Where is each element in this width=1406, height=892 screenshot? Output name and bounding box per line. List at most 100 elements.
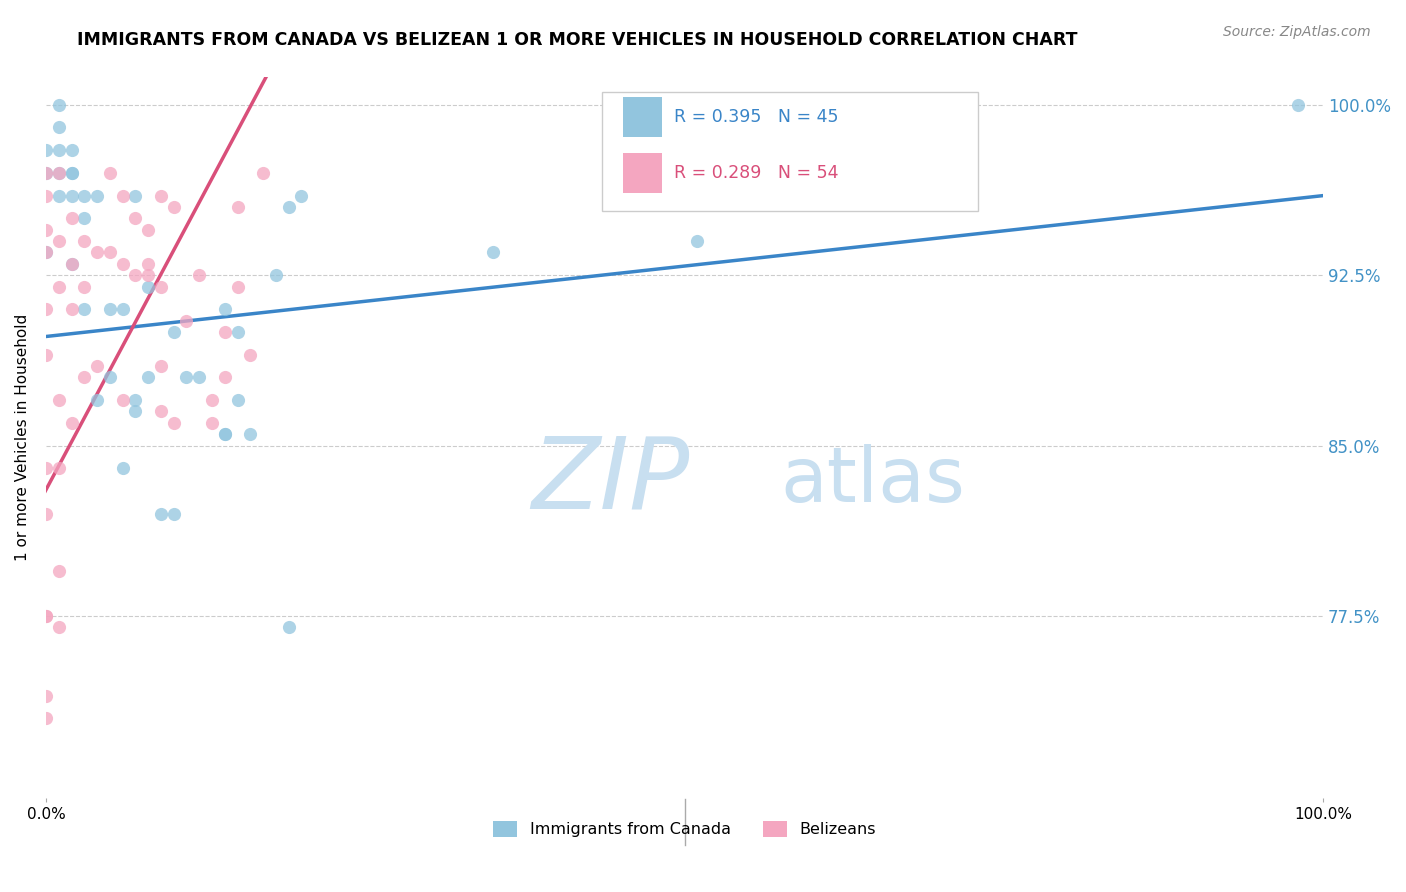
Point [35, 507, 58, 521]
Point [35, 166, 58, 180]
Point [86, 359, 108, 373]
Point [124, 393, 146, 408]
Point [86, 188, 108, 202]
Point [111, 302, 134, 317]
Text: R = 0.395   N = 45: R = 0.395 N = 45 [675, 108, 839, 126]
Point [35, 166, 58, 180]
Point [48, 120, 70, 135]
Point [149, 279, 172, 293]
Point [73, 302, 96, 317]
Point [188, 268, 211, 282]
Point [86, 393, 108, 408]
Point [111, 188, 134, 202]
Point [226, 393, 249, 408]
Point [48, 166, 70, 180]
Point [48, 564, 70, 578]
Bar [623, 153, 662, 193]
Point [48, 166, 70, 180]
Point [163, 507, 186, 521]
Point [136, 370, 159, 384]
Y-axis label: 1 or more Vehicles in Household: 1 or more Vehicles in Household [15, 314, 30, 561]
Point [48, 97, 70, 112]
Point [35, 609, 58, 624]
Point [35, 302, 58, 317]
Text: ZIP: ZIP [531, 433, 689, 529]
Point [176, 370, 198, 384]
Point [149, 404, 172, 418]
Point [35, 223, 58, 237]
Bar [623, 97, 662, 136]
Point [252, 166, 274, 180]
Point [73, 211, 96, 226]
Point [35, 245, 58, 260]
Point [48, 393, 70, 408]
Point [111, 393, 134, 408]
Point [73, 370, 96, 384]
Text: R = 0.289   N = 54: R = 0.289 N = 54 [675, 163, 839, 182]
Point [226, 200, 249, 214]
Point [60, 257, 83, 271]
Point [35, 461, 58, 475]
Point [98, 166, 121, 180]
Point [60, 143, 83, 157]
Point [1286, 97, 1309, 112]
Point [48, 620, 70, 634]
Point [226, 325, 249, 339]
Point [60, 166, 83, 180]
Point [35, 689, 58, 703]
Point [98, 370, 121, 384]
Point [214, 370, 236, 384]
Point [290, 188, 312, 202]
Point [98, 302, 121, 317]
Point [214, 302, 236, 317]
Point [35, 143, 58, 157]
Point [73, 234, 96, 248]
Point [48, 234, 70, 248]
Point [686, 234, 709, 248]
Point [124, 211, 146, 226]
Point [48, 188, 70, 202]
Point [35, 711, 58, 725]
Point [264, 268, 287, 282]
Point [35, 245, 58, 260]
Point [226, 279, 249, 293]
Point [35, 188, 58, 202]
Text: Source: ZipAtlas.com: Source: ZipAtlas.com [1223, 25, 1371, 39]
Legend: Immigrants from Canada, Belizeans: Immigrants from Canada, Belizeans [486, 814, 883, 844]
Text: atlas: atlas [780, 444, 965, 518]
Point [136, 257, 159, 271]
Point [277, 200, 299, 214]
Point [124, 404, 146, 418]
Point [60, 211, 83, 226]
Point [214, 325, 236, 339]
Point [149, 359, 172, 373]
Point [136, 279, 159, 293]
Point [214, 427, 236, 442]
Point [124, 188, 146, 202]
Point [482, 245, 505, 260]
Point [239, 348, 262, 362]
Point [73, 279, 96, 293]
Point [98, 245, 121, 260]
Point [60, 188, 83, 202]
Point [201, 393, 224, 408]
Point [60, 166, 83, 180]
Point [163, 325, 186, 339]
Point [188, 370, 211, 384]
Point [163, 416, 186, 430]
Point [239, 427, 262, 442]
Point [124, 268, 146, 282]
Point [163, 200, 186, 214]
Point [277, 620, 299, 634]
Point [149, 188, 172, 202]
Point [111, 461, 134, 475]
Point [136, 223, 159, 237]
Point [214, 427, 236, 442]
Point [73, 188, 96, 202]
Point [201, 416, 224, 430]
Point [60, 302, 83, 317]
Point [60, 416, 83, 430]
Point [149, 507, 172, 521]
Point [35, 348, 58, 362]
Point [48, 143, 70, 157]
